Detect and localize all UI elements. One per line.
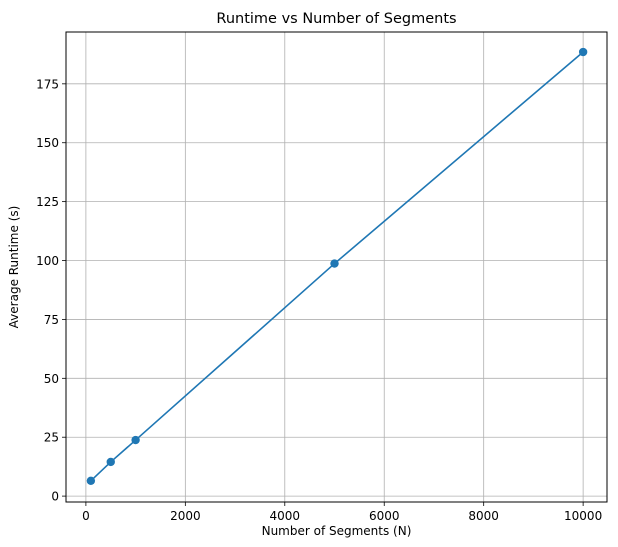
chart-title: Runtime vs Number of Segments xyxy=(216,11,456,27)
x-tick-label: 0 xyxy=(82,509,90,523)
x-tick-label: 10000 xyxy=(564,509,602,523)
plot-frame xyxy=(65,31,608,503)
x-tick-label: 2000 xyxy=(170,509,201,523)
y-axis-label: Average Runtime (s) xyxy=(7,206,21,329)
data-point-marker xyxy=(578,47,588,57)
y-tick-label: 75 xyxy=(44,313,59,327)
y-tick-label: 150 xyxy=(36,136,59,150)
grid-lines xyxy=(66,32,607,502)
x-tick-label: 8000 xyxy=(468,509,499,523)
x-axis-ticks: 0 2000 4000 6000 8000 10000 xyxy=(82,502,602,523)
data-point-marker xyxy=(131,435,140,445)
y-tick-label: 100 xyxy=(36,254,59,268)
y-tick-label: 50 xyxy=(44,372,59,386)
data-point-marker xyxy=(86,476,96,485)
y-tick-label: 25 xyxy=(44,431,59,445)
x-tick-label: 6000 xyxy=(369,509,400,523)
x-axis-label: Number of Segments (N) xyxy=(262,524,412,538)
y-tick-label: 125 xyxy=(36,195,59,209)
x-tick-label: 4000 xyxy=(270,509,301,523)
data-point-marker xyxy=(330,259,339,268)
y-axis-ticks: 0 25 50 75 100 125 150 175 xyxy=(36,77,66,504)
series-layer xyxy=(86,47,588,485)
y-tick-label: 0 xyxy=(51,490,59,504)
data-point-marker xyxy=(106,457,115,467)
y-tick-label: 175 xyxy=(36,77,59,91)
